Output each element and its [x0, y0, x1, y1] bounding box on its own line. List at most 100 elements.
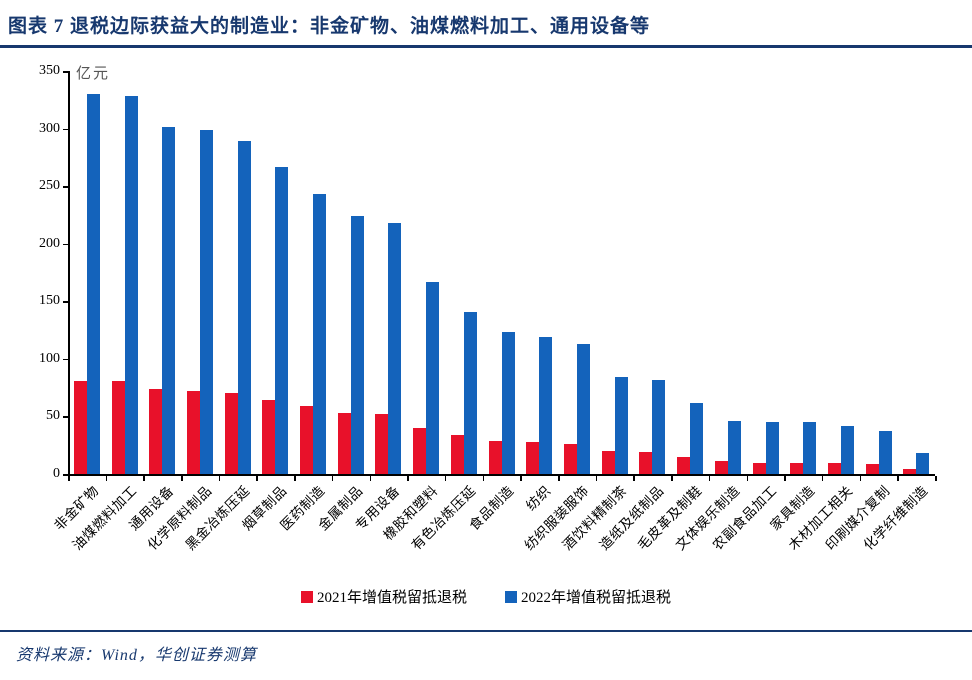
bar-2022 [576, 343, 590, 474]
bar-2022 [916, 453, 930, 474]
x-axis-tick [331, 476, 334, 481]
bar-2022 [237, 141, 251, 474]
category-slot [709, 71, 747, 474]
category-slot [860, 71, 898, 474]
category-slot [671, 71, 709, 474]
x-axis-tick [595, 476, 598, 481]
bar-2022 [539, 336, 553, 474]
x-axis-tick [294, 476, 296, 481]
x-axis-tick [143, 476, 145, 481]
source-note: 资料来源：Wind，华创证券测算 [16, 647, 257, 664]
x-axis-tick [68, 476, 70, 481]
category-slot [784, 71, 822, 474]
bar-2022 [727, 421, 741, 474]
x-axis-tick [935, 476, 937, 481]
bar-2021 [752, 462, 766, 474]
y-axis-label: 0 [53, 466, 60, 481]
bar-2021 [563, 444, 577, 474]
bar-2022 [690, 402, 704, 474]
category-slot [68, 71, 106, 474]
x-axis-tick [558, 476, 560, 481]
category-slot [897, 71, 935, 474]
x-axis-tick [369, 476, 372, 481]
y-axis-tick [63, 243, 68, 246]
legend-label-2021: 2021年增值税留抵退税 [316, 590, 467, 606]
x-axis-tick [520, 476, 522, 481]
bar-2021 [73, 380, 87, 474]
bar-2022 [878, 431, 892, 474]
legend-swatch-2021 [300, 590, 313, 603]
x-axis-tick [708, 476, 711, 481]
category-slot [596, 71, 634, 474]
x-axis-tick [181, 476, 183, 481]
x-axis-tick [784, 476, 786, 481]
y-axis-label: 250 [39, 178, 60, 194]
category-slot [747, 71, 785, 474]
y-axis-tick [63, 186, 68, 188]
category-slot [483, 71, 521, 474]
bar-2022 [426, 281, 440, 474]
bar-2022 [275, 166, 289, 474]
bar-2021 [262, 400, 276, 474]
bar-2021 [450, 434, 464, 474]
y-axis-unit-label: 亿元 [76, 66, 111, 82]
bar-2021 [300, 406, 314, 474]
category-slot [445, 71, 483, 474]
legend-swatch-2022 [505, 590, 517, 603]
category-slot [520, 71, 558, 474]
category-slot [143, 71, 181, 474]
category-slot [634, 71, 672, 474]
y-axis-tick [63, 301, 68, 303]
title-divider [0, 45, 972, 48]
bar-2022 [840, 425, 854, 474]
bar-2021 [790, 462, 804, 474]
bar-2022 [199, 129, 213, 474]
bar-2021 [375, 414, 389, 474]
x-axis-tick [218, 476, 221, 481]
bar-2021 [865, 463, 879, 474]
x-axis-tick [444, 476, 447, 481]
legend-label-2022: 2022年增值税留抵退税 [521, 590, 672, 606]
bar-2021 [827, 462, 841, 474]
legend-item-2022: 2022年增值税留抵退税 [505, 586, 671, 607]
bar-2021 [601, 450, 615, 474]
bar-2021 [903, 469, 917, 474]
bar-2021 [337, 412, 351, 474]
category-slot [294, 71, 332, 474]
x-axis-line [68, 474, 935, 476]
bar-2021 [526, 441, 540, 474]
y-axis-label: 300 [39, 120, 60, 136]
y-axis-tick [63, 358, 68, 361]
y-axis-tick [63, 416, 68, 418]
bar-2021 [488, 440, 502, 474]
x-axis-tick [256, 476, 258, 481]
bar-2021 [413, 427, 427, 474]
bar-2021 [224, 393, 238, 474]
bar-2021 [149, 388, 163, 474]
x-axis-tick [897, 476, 899, 481]
bar-2022 [652, 379, 666, 474]
bar-2021 [186, 391, 200, 474]
x-axis-tick [407, 476, 409, 481]
y-axis-label: 350 [39, 63, 60, 78]
footer-divider [0, 630, 972, 632]
x-axis-tick [482, 476, 485, 481]
bar-2021 [677, 456, 691, 474]
x-axis-tick [671, 476, 673, 481]
y-axis-line [68, 71, 70, 476]
bar-2022 [350, 216, 364, 474]
x-axis-tick [859, 476, 862, 481]
y-axis-label: 150 [39, 293, 60, 309]
category-slot [822, 71, 860, 474]
bar-2022 [803, 422, 817, 474]
x-axis-tick [746, 476, 749, 481]
category-slot [257, 71, 295, 474]
bar-2022 [313, 194, 327, 474]
bar-2021 [111, 380, 125, 474]
y-axis-tick [63, 474, 68, 476]
bar-2022 [162, 127, 176, 474]
bar-2022 [463, 311, 477, 474]
category-slot [370, 71, 408, 474]
chart-title: 图表 7 退税边际获益大的制造业：非金矿物、油煤燃料加工、通用设备等 [8, 16, 651, 37]
category-slot [219, 71, 257, 474]
